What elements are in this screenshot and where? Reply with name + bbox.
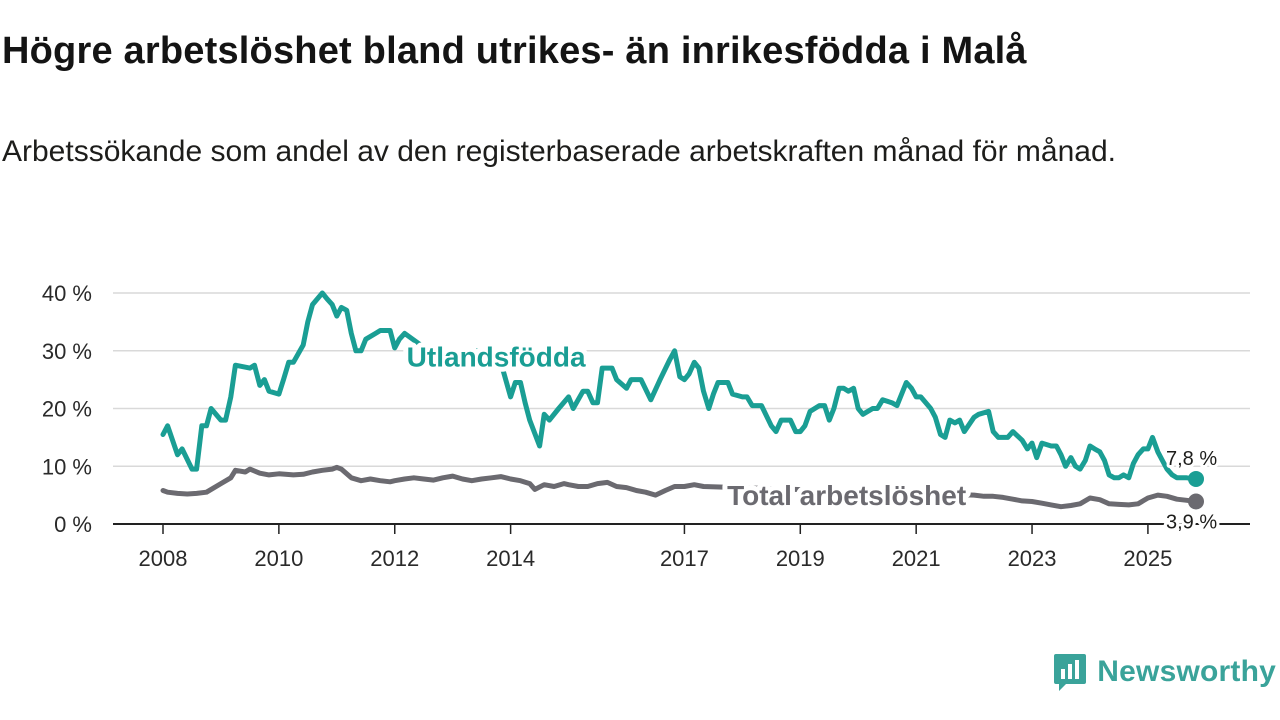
series-line-utlandsfodda — [160, 290, 1199, 482]
brand-name: Newsworthy — [1097, 655, 1276, 688]
gridlines — [113, 292, 1250, 534]
chart-title: Högre arbetslöshet bland utrikes- än inr… — [2, 30, 1027, 72]
x-tick-label: 2012 — [370, 546, 419, 571]
x-tick-label: 2010 — [254, 546, 303, 571]
x-tick-label: 2008 — [139, 546, 188, 571]
y-tick-label: 20 % — [42, 397, 92, 422]
x-tick-label: 2023 — [1008, 546, 1057, 571]
series-label-total: Total arbetslöshet — [727, 480, 966, 511]
end-point-total — [1188, 493, 1204, 510]
y-tick-label: 0 % — [54, 512, 92, 537]
chart-bubble-icon — [1054, 654, 1087, 691]
y-tick-label: 40 % — [42, 281, 92, 306]
x-tick-label: 2014 — [486, 546, 535, 571]
labels: 0 % 10 % 20 % 30 % 40 % 2008 2010 2012 2014 2017 2… — [42, 281, 1221, 571]
x-tick-label: 2019 — [776, 546, 825, 571]
y-tick-label: 10 % — [42, 454, 92, 479]
chart-subtitle: Arbetssökande som andel av den registerb… — [2, 135, 1116, 168]
y-tick-label: 30 % — [42, 339, 92, 364]
end-value-label: 7,8 % — [1166, 448, 1217, 470]
end-value-label: 3,9 % — [1166, 511, 1217, 533]
x-tick-label: 2017 — [660, 546, 709, 571]
x-tick-label: 2021 — [892, 546, 941, 571]
series-label-utlandsfodda: Utlandsfödda — [407, 342, 586, 373]
series-lines — [160, 290, 1204, 510]
x-tick-label: 2025 — [1123, 546, 1172, 571]
end-point-utlandsfodda — [1188, 470, 1204, 487]
newsworthy-logo: Newsworthy — [1053, 652, 1276, 692]
series-line-total — [160, 464, 1199, 510]
